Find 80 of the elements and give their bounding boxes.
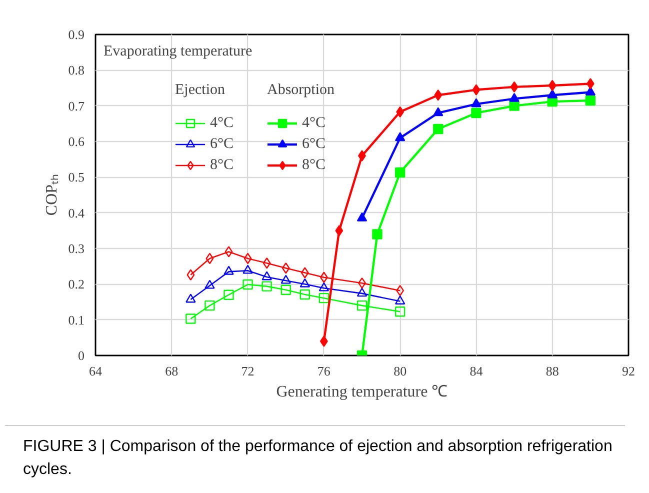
point (547, 89, 558, 98)
y-tick-label: 0.4 (68, 205, 85, 220)
y-tick-label: 0.9 (68, 27, 84, 42)
y-tick-label: 0.6 (68, 134, 85, 149)
caption: FIGURE 3 | Comparison of the performance of ejection and absorption refrigeration cycles. (23, 437, 614, 480)
point (471, 98, 482, 108)
x-tick-label: 72 (241, 364, 254, 378)
point (471, 108, 482, 118)
point (204, 280, 215, 289)
point (262, 281, 272, 292)
point (396, 284, 404, 296)
point (262, 258, 271, 269)
point (186, 314, 196, 324)
point (335, 225, 344, 236)
point (224, 246, 233, 258)
y-tick-label: 0.7 (68, 98, 85, 114)
point (224, 266, 234, 275)
point (280, 274, 291, 284)
x-tick-label: 68 (165, 364, 178, 378)
point (394, 295, 406, 304)
x-tick-label: 64 (89, 364, 102, 378)
y-tick-label: 0.1 (68, 312, 84, 328)
x-tick-label: 84 (470, 364, 484, 378)
point (509, 100, 520, 111)
annotation: Ejection (175, 82, 226, 99)
point (280, 284, 291, 295)
x-tick-label: 80 (394, 364, 407, 378)
point (318, 282, 330, 292)
point (320, 272, 328, 283)
legend-label: 6°C (302, 136, 326, 152)
point (204, 300, 215, 311)
point (394, 306, 406, 317)
legend-label: 8°C (302, 156, 326, 174)
point (242, 279, 253, 290)
point (585, 86, 596, 96)
point (548, 80, 556, 92)
point (510, 81, 518, 93)
legend-label: 6°C (210, 136, 234, 152)
point (433, 124, 444, 134)
y-tick-label: 0.8 (68, 62, 84, 78)
x-tick-label: 88 (546, 364, 559, 378)
point (242, 264, 253, 274)
legend-label: 8°C (210, 156, 234, 174)
legend-label: 4°C (302, 114, 326, 132)
y-tick-label: 0 (78, 348, 84, 363)
point (586, 78, 594, 90)
legend-label: 4°C (210, 114, 234, 132)
x-tick-label: 92 (622, 364, 635, 378)
point (186, 269, 195, 280)
y-tick-label: 0.2 (68, 276, 84, 292)
point (300, 278, 310, 288)
point (300, 267, 309, 278)
point (224, 290, 234, 300)
point (262, 271, 272, 280)
point (394, 167, 406, 178)
point (356, 300, 368, 311)
x-axis-title: Generating temperature ℃ (276, 384, 448, 400)
point (356, 288, 368, 297)
y-tick-label: 0.3 (68, 241, 84, 256)
point (320, 336, 328, 347)
point (206, 252, 214, 264)
point (244, 252, 252, 264)
point (472, 84, 480, 96)
point (318, 292, 330, 304)
point (282, 262, 290, 274)
y-tick-label: 0.5 (68, 170, 84, 185)
point (396, 106, 404, 118)
legend-title: Evaporating temperature (104, 44, 253, 60)
point (434, 90, 442, 101)
x-tick-label: 76 (317, 364, 331, 378)
point (300, 289, 310, 300)
point (394, 132, 406, 142)
point (585, 95, 596, 106)
point (186, 294, 196, 303)
point (509, 92, 520, 102)
point (433, 107, 444, 116)
point (372, 229, 382, 240)
point (356, 212, 368, 222)
y-axis-title: COPₜₕ (43, 174, 60, 216)
annotation: Absorption (267, 82, 334, 99)
